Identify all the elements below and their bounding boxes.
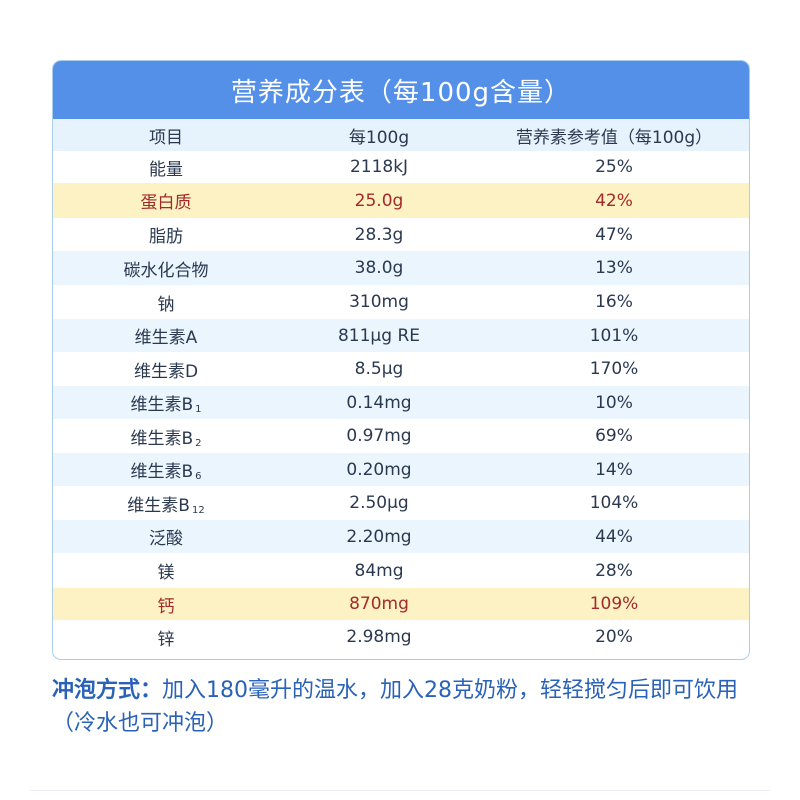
row-nrv: 44% [595, 526, 633, 547]
item-label: 钠 [157, 294, 175, 315]
item-label: 维生素A [134, 328, 198, 348]
item-label: 钙 [157, 596, 175, 617]
item-label: 镁 [157, 563, 175, 583]
row-item-name: 蛋白质 [53, 188, 279, 213]
item-label: 维生素B [130, 395, 194, 415]
row-item-name: 维生素B 1 [53, 390, 279, 415]
item-label: 蛋白质 [140, 193, 192, 213]
preparation-label: 冲泡方式： [52, 678, 163, 703]
item-label: 锌 [157, 629, 175, 650]
preparation-text: 加入180毫升的温水，加入28克奶粉，轻轻搅匀后即可饮用（冷水也可冲泡） [52, 678, 739, 736]
row-per-100g: 0.97mg [346, 426, 412, 446]
row-nrv: 20% [595, 627, 633, 647]
item-label: 泛酸 [149, 529, 183, 549]
header-item: 项目 [149, 127, 183, 148]
row-per-100g: 0.14mg [346, 392, 412, 413]
row-per-100g: 310mg [349, 292, 409, 312]
table-body: 能量 2118kJ 25% 蛋白质 25.0g 42% 脂肪 28.3g 47% 碳水化合物 38.… [53, 151, 749, 654]
row-per-100g: 8.5μg [354, 359, 404, 379]
row-per-100g: 28.3g [354, 224, 404, 245]
table-row: 维生素B 6 0.20mg 14% [53, 453, 749, 486]
row-nrv: 170% [589, 359, 639, 379]
table-row: 维生素A 811μg RE 101% [53, 319, 749, 352]
row-item-name: 维生素B 6 [53, 457, 279, 482]
header-nrv: 营养素参考值（每100g） [515, 127, 713, 148]
row-item-name: 维生素B 2 [53, 424, 279, 449]
row-nrv: 10% [595, 392, 633, 413]
item-subscript: 12 [191, 504, 205, 516]
row-nrv: 28% [595, 560, 633, 581]
row-nrv: 14% [595, 459, 633, 480]
row-item-name: 泛酸 [53, 524, 279, 549]
header-per-100g: 每100g [348, 127, 410, 148]
table-row: 泛酸 2.20mg 44% [53, 520, 749, 553]
row-per-100g: 2.20mg [346, 526, 412, 547]
row-nrv: 104% [589, 493, 639, 513]
item-label: 脂肪 [149, 227, 183, 247]
row-nrv: 69% [595, 426, 633, 446]
table-row: 碳水化合物 38.0g 13% [53, 251, 749, 285]
table-title: 营养成分表（每100g含量） [53, 61, 749, 119]
table-row: 镁 84mg 28% [53, 553, 749, 588]
preparation-instructions: 冲泡方式：加入180毫升的温水，加入28克奶粉，轻轻搅匀后即可饮用（冷水也可冲泡… [52, 674, 752, 740]
bottom-divider [30, 790, 770, 791]
row-per-100g: 2.98mg [346, 627, 412, 647]
table-row: 钠 310mg 16% [53, 285, 749, 319]
row-item-name: 维生素A [53, 323, 279, 348]
table-row: 维生素D 8.5μg 170% [53, 352, 749, 386]
table-row: 蛋白质 25.0g 42% [53, 183, 749, 218]
nutrition-table: 营养成分表（每100g含量） 项目 每100g 营养素参考值（每100g） 能量… [52, 60, 750, 660]
table-row: 维生素B 12 2.50μg 104% [53, 486, 749, 520]
row-nrv: 101% [589, 325, 639, 346]
row-per-100g: 84mg [354, 560, 404, 581]
item-subscript: 2 [195, 437, 202, 449]
item-label: 维生素B [130, 428, 194, 449]
item-label: 能量 [149, 159, 183, 180]
row-item-name: 钙 [53, 592, 279, 617]
row-per-100g: 870mg [349, 594, 409, 614]
item-subscript: 1 [195, 404, 202, 415]
row-item-name: 碳水化合物 [53, 256, 279, 281]
row-nrv: 47% [595, 224, 633, 245]
row-item-name: 锌 [53, 625, 279, 650]
table-row: 维生素B 2 0.97mg 69% [53, 419, 749, 453]
row-nrv: 13% [595, 258, 633, 278]
row-item-name: 镁 [53, 558, 279, 583]
item-label: 维生素B [127, 495, 190, 516]
row-nrv: 109% [589, 594, 639, 614]
table-row: 能量 2118kJ 25% [53, 151, 749, 183]
row-nrv: 16% [595, 292, 633, 312]
table-row: 锌 2.98mg 20% [53, 620, 749, 654]
row-item-name: 维生素B 12 [53, 491, 279, 516]
table-header-row: 项目 每100g 营养素参考值（每100g） [53, 119, 749, 151]
row-per-100g: 2118kJ [349, 157, 409, 177]
row-per-100g: 2.50μg [349, 493, 409, 513]
item-label: 维生素B [130, 462, 194, 482]
table-row: 脂肪 28.3g 47% [53, 218, 749, 251]
row-item-name: 能量 [53, 155, 279, 180]
row-nrv: 25% [595, 157, 633, 177]
row-per-100g: 0.20mg [346, 459, 412, 480]
row-item-name: 维生素D [53, 357, 279, 382]
item-label: 碳水化合物 [123, 260, 209, 281]
table-row: 钙 870mg 109% [53, 588, 749, 620]
row-nrv: 42% [595, 190, 633, 211]
row-item-name: 脂肪 [53, 222, 279, 247]
row-item-name: 钠 [53, 290, 279, 315]
table-row: 维生素B 1 0.14mg 10% [53, 386, 749, 419]
row-per-100g: 811μg RE [337, 325, 420, 346]
row-per-100g: 38.0g [354, 258, 404, 278]
row-per-100g: 25.0g [354, 190, 404, 211]
item-subscript: 6 [195, 471, 202, 482]
item-label: 维生素D [133, 361, 199, 382]
